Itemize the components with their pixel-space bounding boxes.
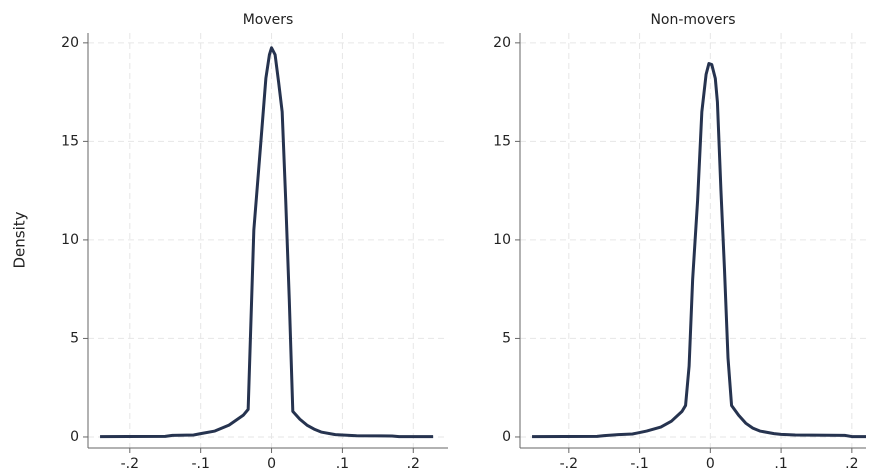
y-tick-label: 5 — [70, 330, 79, 346]
x-tick-label: -.2 — [121, 456, 139, 472]
y-tick-label: 15 — [61, 133, 79, 149]
x-tick-label: .2 — [407, 456, 420, 472]
x-tick-label: -.2 — [560, 456, 578, 472]
panel-title: Non-movers — [650, 12, 735, 28]
density-line — [100, 46, 434, 439]
y-tick-label: 5 — [502, 330, 511, 346]
x-tick-label: -.1 — [191, 456, 209, 472]
y-tick-label: 20 — [61, 35, 79, 51]
y-tick-label: 10 — [61, 232, 79, 248]
y-axis-label: Density — [11, 211, 29, 268]
x-tick-label: -.1 — [630, 456, 648, 472]
y-tick-label: 0 — [502, 429, 511, 445]
y-tick-label: 0 — [70, 429, 79, 445]
y-tick-label: 10 — [493, 232, 511, 248]
y-tick-label: 15 — [493, 133, 511, 149]
x-tick-label: .1 — [336, 456, 349, 472]
panel-title: Movers — [243, 12, 294, 28]
x-tick-label: .1 — [774, 456, 787, 472]
x-tick-label: 0 — [706, 456, 715, 472]
density-line — [532, 62, 866, 439]
x-tick-label: .2 — [845, 456, 858, 472]
y-tick-label: 20 — [493, 35, 511, 51]
x-tick-label: 0 — [267, 456, 276, 472]
